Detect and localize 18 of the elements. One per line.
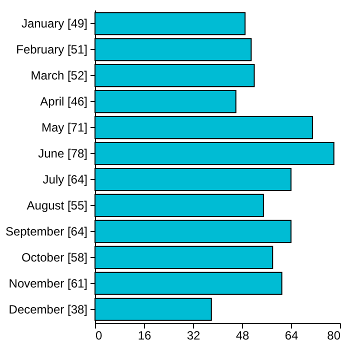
y-tick-label: April [46] — [40, 94, 88, 109]
y-tick-label: May [71] — [41, 120, 88, 135]
x-tick-label: 80 — [327, 328, 341, 342]
y-tick-label: December [38] — [8, 302, 88, 316]
y-tick-label: August [55] — [26, 198, 88, 212]
x-tick-label: 64 — [284, 328, 298, 342]
x-tick-label: 48 — [236, 328, 250, 342]
y-tick-label: March [52] — [30, 68, 88, 83]
x-tick-label: 0 — [96, 328, 102, 342]
y-tick-label: February [51] — [16, 42, 88, 57]
y-tick-label: October [58] — [21, 250, 88, 264]
y-tick-label: September [64] — [5, 224, 88, 238]
y-tick-label: June [78] — [38, 146, 88, 161]
y-tick-label: November [61] — [8, 276, 88, 290]
x-tick-label: 16 — [138, 328, 152, 342]
y-tick-label: July [64] — [42, 172, 88, 186]
y-tick-label: January [49] — [21, 16, 88, 31]
x-tick-label: 32 — [186, 328, 200, 342]
